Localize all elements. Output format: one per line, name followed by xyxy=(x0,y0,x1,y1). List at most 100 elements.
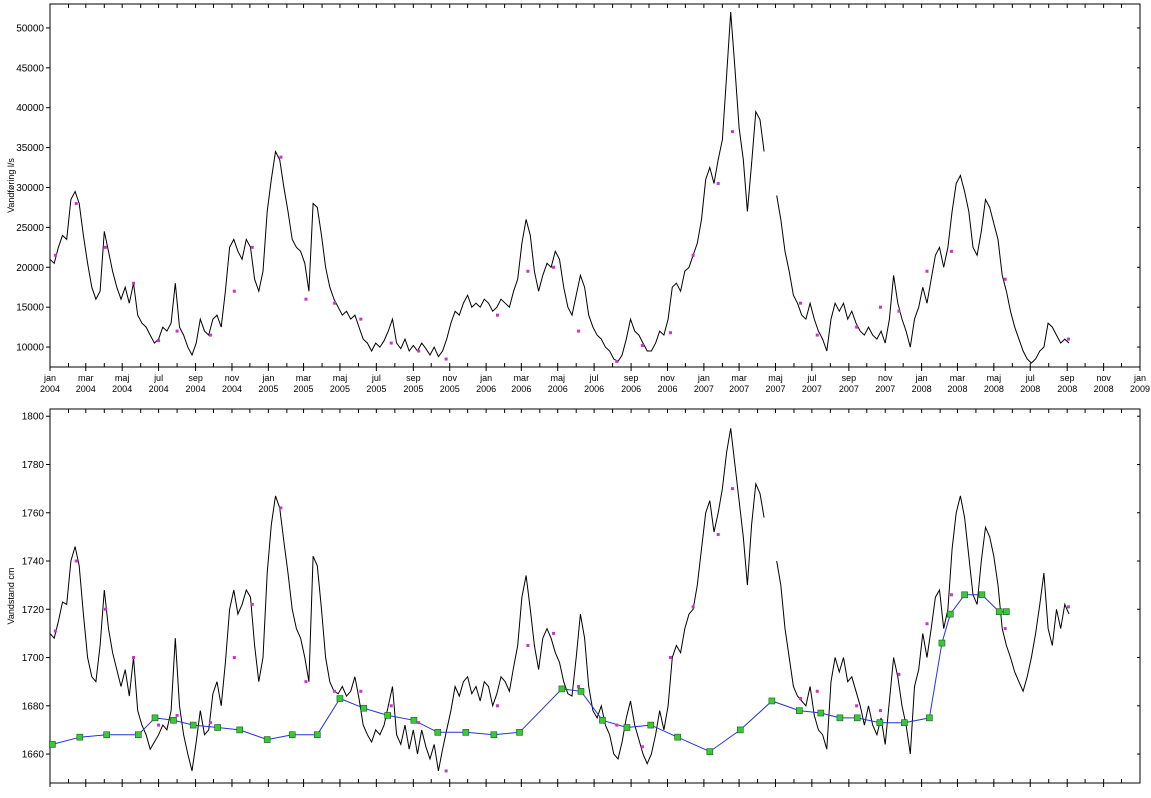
x-tick-label-month: nov xyxy=(225,373,240,383)
x-tick-label-year: 2009 xyxy=(1130,384,1150,394)
observation-marker xyxy=(855,704,859,708)
series-point xyxy=(558,685,566,693)
x-tick-label-year: 2004 xyxy=(222,384,242,394)
series-point xyxy=(410,716,418,724)
observation-marker xyxy=(250,602,254,606)
observation-marker xyxy=(389,341,393,345)
series-point xyxy=(961,591,968,599)
observation-marker xyxy=(359,689,363,693)
observation-marker xyxy=(691,253,695,257)
observation-marker xyxy=(444,769,448,773)
series-point xyxy=(674,733,681,741)
x-tick-label-month: maj xyxy=(550,373,565,383)
x-tick-label-month: sep xyxy=(1060,373,1075,383)
x-tick-label-year: 2006 xyxy=(657,384,677,394)
observation-marker xyxy=(526,269,530,273)
observation-marker xyxy=(74,201,78,205)
x-tick-label-year: 2008 xyxy=(984,384,1004,394)
observation-marker xyxy=(74,559,78,563)
y-tick-label: 1680 xyxy=(22,701,45,712)
observation-marker xyxy=(495,313,499,317)
observation-marker xyxy=(444,357,448,361)
series-point xyxy=(360,704,368,712)
observation-marker xyxy=(279,155,283,159)
observation-marker xyxy=(53,253,57,257)
y-tick-label: 35000 xyxy=(16,143,44,154)
y-tick-label: 20000 xyxy=(16,263,44,274)
observation-marker xyxy=(526,643,530,647)
x-tick-label-month: maj xyxy=(768,373,783,383)
observation-marker xyxy=(855,325,859,329)
y-axis-label: Vandføring l/s xyxy=(6,158,16,213)
plot-frame xyxy=(49,408,1141,784)
series-point xyxy=(288,731,296,739)
observation-marker xyxy=(1066,337,1070,341)
observation-marker xyxy=(417,721,421,725)
observation-marker xyxy=(925,622,929,626)
series-point xyxy=(170,716,177,724)
series-point xyxy=(938,639,946,647)
series-point xyxy=(599,716,606,724)
x-tick-label-month: maj xyxy=(333,373,348,383)
chart-panel-2: 1660 1680 1700 1720 1740 1760 1780 1800 Vandstan… xyxy=(6,408,1141,787)
x-tick-label-month: maj xyxy=(115,373,130,383)
chart-panel-1: 10000 15000 20000 25000 30000 35000 40000 45000… xyxy=(6,3,1150,394)
observation-marker xyxy=(157,339,161,343)
x-tick-label-month: jul xyxy=(589,373,599,383)
series-line-2 xyxy=(776,174,1070,364)
x-tick-label-year: 2005 xyxy=(330,384,350,394)
y-tick-label: 1700 xyxy=(22,653,45,664)
series-point xyxy=(876,719,884,726)
x-tick-label-year: 2007 xyxy=(802,384,822,394)
x-tick-label-year: 2004 xyxy=(40,384,60,394)
observation-marker xyxy=(716,182,720,186)
x-tick-label-year: 2007 xyxy=(765,384,785,394)
x-tick-label-month: jan xyxy=(697,373,710,383)
series-point xyxy=(516,729,523,736)
x-tick-label-month: mar xyxy=(296,373,312,383)
observation-marker xyxy=(304,680,308,684)
observation-marker xyxy=(208,333,212,337)
series-line-1 xyxy=(49,428,765,772)
observation-marker xyxy=(250,245,254,249)
series-point xyxy=(49,741,56,748)
x-tick-label-year: 2007 xyxy=(729,384,749,394)
y-tick-label: 1800 xyxy=(22,412,45,423)
x-tick-label-year: 2008 xyxy=(1020,384,1040,394)
observation-marker xyxy=(897,309,901,313)
series-point xyxy=(768,697,776,705)
x-tick-label-year: 2006 xyxy=(476,384,496,394)
x-tick-label-month: nov xyxy=(442,373,457,383)
observation-marker xyxy=(949,249,953,253)
observation-marker xyxy=(53,629,57,633)
series-point xyxy=(384,712,391,719)
series-point xyxy=(236,726,244,734)
observation-marker xyxy=(615,359,619,363)
x-tick-label-month: sep xyxy=(842,373,857,383)
x-tick-label-month: jul xyxy=(806,373,816,383)
y-tick-label: 45000 xyxy=(16,63,44,74)
observation-marker xyxy=(1066,605,1070,609)
x-tick-label-year: 2004 xyxy=(149,384,169,394)
x-tick-label-month: jan xyxy=(43,373,56,383)
series-point xyxy=(336,695,344,702)
x-tick-label-month: jan xyxy=(1133,373,1146,383)
x-tick-label-year: 2008 xyxy=(1057,384,1077,394)
y-tick-label: 1720 xyxy=(22,605,45,616)
observation-marker xyxy=(691,605,695,609)
series-point xyxy=(623,724,631,731)
series-point xyxy=(926,714,933,722)
x-tick-label-year: 2008 xyxy=(1094,384,1114,394)
x-tick-label-year: 2006 xyxy=(511,384,531,394)
x-tick-label-month: nov xyxy=(878,373,893,383)
series-point xyxy=(214,724,221,731)
observation-marker xyxy=(132,656,136,660)
observation-marker xyxy=(232,289,236,293)
y-tick-label: 1760 xyxy=(22,508,45,519)
series-point xyxy=(189,721,197,729)
x-tick-label-year: 2008 xyxy=(912,384,932,394)
series-point xyxy=(901,719,908,726)
observation-marker xyxy=(668,331,672,335)
